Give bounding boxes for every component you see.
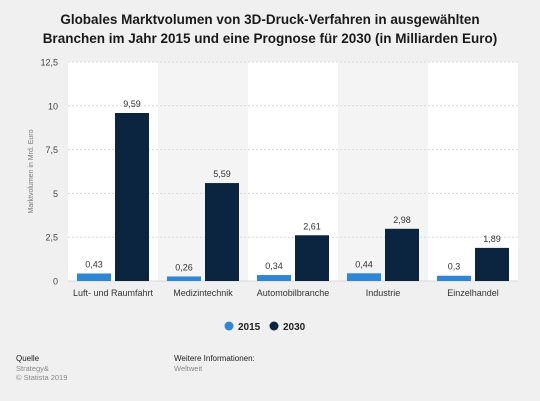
data-label-2015-3: 0,44 [355, 259, 373, 269]
bar-2015-1 [167, 276, 201, 281]
data-label-2030-4: 1,89 [483, 234, 501, 244]
bar-2030-4 [475, 247, 509, 281]
legend-marker-2015 [224, 321, 234, 331]
y-axis-label: Marktvolumen in Mrd. Euro [28, 129, 35, 213]
chart-title-line-1: Globales Marktvolumen von 3D-Druck-Verfa… [60, 12, 480, 27]
bar-2030-1 [205, 183, 239, 281]
info-value: Weltweit [174, 364, 203, 373]
bar-2030-2 [295, 235, 329, 281]
plot-band-4 [428, 62, 518, 281]
bar-chart: 0 2,5 5 7,5 10 12,5 Marktvolumen in Mrd. Euro 0… [28, 58, 518, 333]
source-label: Quelle [16, 354, 40, 363]
bar-2030-0 [115, 112, 149, 281]
data-label-2015-4: 0,3 [448, 262, 461, 272]
y-tick-label: 10 [48, 101, 58, 111]
y-tick-label: 2,5 [45, 233, 58, 243]
bar-2015-3 [347, 273, 381, 281]
data-label-2030-0: 9,59 [123, 99, 141, 109]
data-label-2030-2: 2,61 [303, 221, 321, 231]
y-tick-label: 0 [53, 277, 58, 287]
chart-title-line-2: Branchen im Jahr 2015 und eine Prognose … [42, 31, 498, 46]
data-label-2030-1: 5,59 [213, 169, 231, 179]
source-line-1: Strategy& [16, 364, 49, 373]
legend-label-2015: 2015 [238, 322, 261, 333]
bar-2015-4 [437, 275, 471, 281]
chart-title: Globales Marktvolumen von 3D-Druck-Verfa… [0, 10, 540, 48]
x-tick-label: Automobilbranche [257, 288, 330, 298]
legend-label-2030: 2030 [283, 322, 306, 333]
bar-2015-0 [77, 273, 111, 281]
x-tick-label: Einzelhandel [447, 288, 499, 298]
data-label-2030-3: 2,98 [393, 215, 411, 225]
source-line-2: © Statista 2019 [16, 373, 68, 382]
y-tick-label: 12,5 [40, 58, 58, 68]
y-tick-label: 7,5 [45, 145, 58, 155]
data-label-2015-2: 0,34 [265, 261, 283, 271]
data-label-2015-1: 0,26 [175, 262, 193, 272]
x-tick-label: Luft- und Raumfahrt [73, 288, 154, 298]
x-tick-label: Medizintechnik [173, 288, 233, 298]
x-tick-label: Industrie [366, 288, 401, 298]
data-label-2015-0: 0,43 [85, 259, 103, 269]
bar-2015-2 [257, 275, 291, 281]
bar-2030-3 [385, 228, 419, 281]
info-label: Weitere Informationen: [174, 354, 255, 363]
legend-marker-2030 [269, 321, 279, 331]
y-tick-label: 5 [53, 189, 58, 199]
